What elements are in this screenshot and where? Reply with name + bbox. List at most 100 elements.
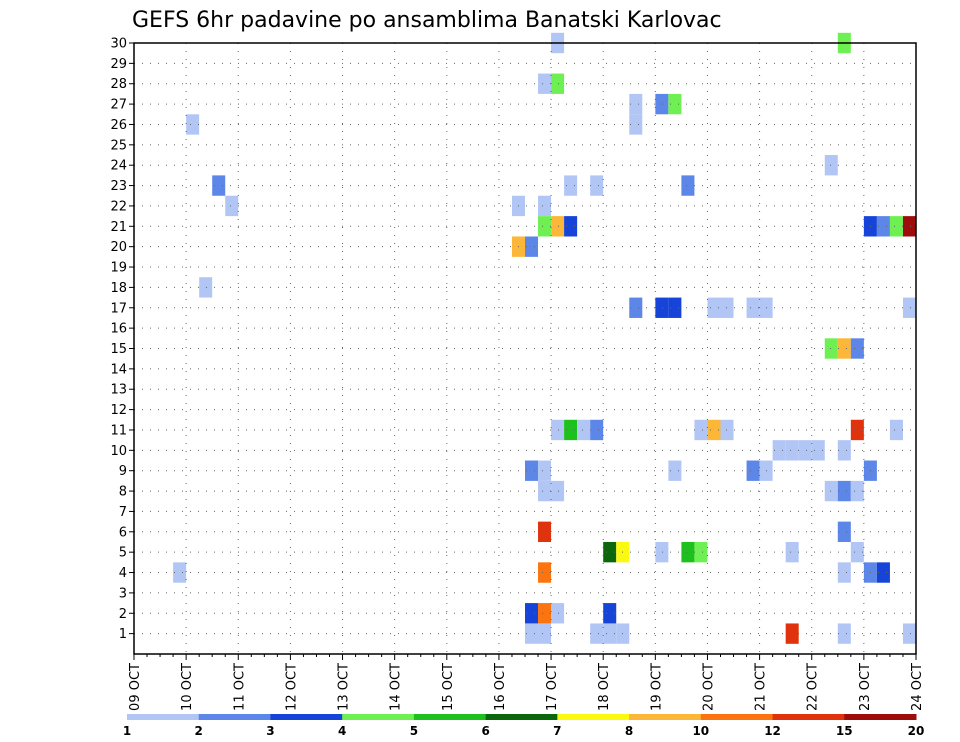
ytick-label-23: 23 [110, 179, 127, 194]
cell-73 [538, 562, 552, 583]
cell-88 [902, 623, 916, 644]
xtick-label-7: 16 OCT [493, 663, 508, 711]
cell-72 [173, 562, 187, 583]
ytick-label-20: 20 [110, 240, 127, 255]
xtick-label-0: 09 OCT [128, 663, 143, 711]
ytick-label-18: 18 [110, 281, 127, 296]
ytick-label-27: 27 [110, 98, 127, 113]
cell-2 [538, 73, 552, 94]
ytick-label-22: 22 [110, 199, 127, 214]
cell-83 [590, 623, 604, 644]
cell-31 [720, 297, 734, 318]
cell-44 [720, 419, 734, 441]
ytick-label-14: 14 [110, 362, 127, 377]
cell-29 [668, 297, 682, 318]
cell-34 [902, 297, 916, 318]
xtick-label-11: 20 OCT [701, 663, 716, 711]
cell-67 [655, 541, 669, 563]
colorbar-label-8: 10 [692, 724, 709, 738]
ytick-label-16: 16 [110, 322, 127, 337]
ytick-label-25: 25 [110, 138, 127, 153]
ytick-label-19: 19 [110, 261, 127, 276]
cell-21 [876, 216, 890, 237]
colorbar-swatch-10 [844, 714, 917, 720]
xtick-label-4: 13 OCT [337, 663, 352, 711]
cell-42 [694, 419, 708, 441]
colorbar-swatch-2 [270, 714, 343, 720]
cell-76 [876, 562, 890, 583]
cell-60 [824, 480, 838, 502]
cell-58 [538, 480, 552, 502]
ytick-label-29: 29 [110, 57, 127, 72]
cell-46 [889, 419, 903, 441]
cell-54 [668, 460, 682, 481]
cell-68 [681, 541, 695, 563]
cell-27 [629, 297, 643, 318]
colorbar-swatch-7 [629, 714, 702, 720]
cell-14 [225, 195, 239, 217]
cell-6 [668, 93, 682, 115]
colorbar-swatch-4 [413, 714, 487, 720]
colorbar-swatch-3 [342, 714, 415, 720]
cell-37 [850, 338, 864, 359]
cell-74 [837, 562, 851, 583]
cell-78 [538, 603, 552, 624]
colorbar-label-0: 1 [123, 724, 131, 738]
colorbar-swatch-6 [557, 714, 630, 720]
cells-layer [173, 32, 916, 644]
cell-50 [811, 440, 825, 461]
x-axis: 09 OCT 10 OCT 11 OCT 12 OCT 13 OCT 14 OCT 15 O… [128, 654, 925, 711]
ytick-label-7: 7 [119, 505, 127, 520]
chart-title: GEFS 6hr padavine po ansamblima Banatski… [132, 8, 722, 33]
xtick-label-15: 24 OCT [910, 663, 925, 711]
cell-22 [889, 216, 903, 237]
colorbar-label-2: 3 [266, 724, 274, 738]
ytick-label-11: 11 [110, 423, 127, 438]
cell-49 [798, 440, 812, 461]
xtick-label-13: 22 OCT [806, 663, 821, 711]
cell-61 [837, 480, 851, 502]
colorbar-label-1: 2 [195, 724, 203, 738]
cell-16 [538, 195, 552, 217]
cell-64 [837, 521, 851, 542]
cell-62 [850, 480, 864, 502]
colorbar-label-6: 7 [553, 724, 561, 738]
cell-52 [525, 460, 539, 481]
cell-81 [525, 623, 539, 644]
cell-65 [603, 541, 617, 563]
cell-11 [564, 175, 578, 196]
colorbar-label-9: 12 [764, 724, 781, 738]
ytick-label-26: 26 [110, 118, 127, 133]
xtick-label-2: 11 OCT [232, 663, 247, 711]
cell-38 [551, 419, 565, 441]
ytick-label-13: 13 [110, 383, 127, 398]
cell-51 [837, 440, 851, 461]
cell-69 [694, 541, 708, 563]
xtick-label-9: 18 OCT [597, 663, 612, 711]
cell-30 [707, 297, 721, 318]
colorbar-label-11: 20 [908, 724, 925, 738]
xtick-label-8: 17 OCT [545, 663, 560, 711]
y-axis: 1234567891011121314151617181920212223242… [110, 37, 134, 642]
cell-70 [785, 541, 799, 563]
xtick-label-5: 14 OCT [389, 663, 404, 711]
cell-35 [824, 338, 838, 359]
cell-17 [538, 216, 552, 237]
cell-80 [603, 603, 617, 624]
cell-55 [746, 460, 760, 481]
colorbar-label-3: 4 [338, 724, 346, 738]
cell-36 [837, 338, 851, 359]
colorbar-swatch-1 [198, 714, 271, 720]
xtick-label-3: 12 OCT [284, 663, 299, 711]
xtick-label-14: 23 OCT [858, 663, 873, 711]
colorbar-swatch-5 [485, 714, 558, 720]
cell-41 [590, 419, 604, 441]
ytick-label-15: 15 [110, 342, 127, 357]
cell-86 [785, 623, 799, 644]
cell-47 [772, 440, 786, 461]
ytick-label-3: 3 [119, 586, 127, 601]
cell-39 [564, 419, 578, 441]
cell-63 [538, 521, 552, 542]
cell-77 [525, 603, 539, 624]
ytick-label-12: 12 [110, 403, 127, 418]
